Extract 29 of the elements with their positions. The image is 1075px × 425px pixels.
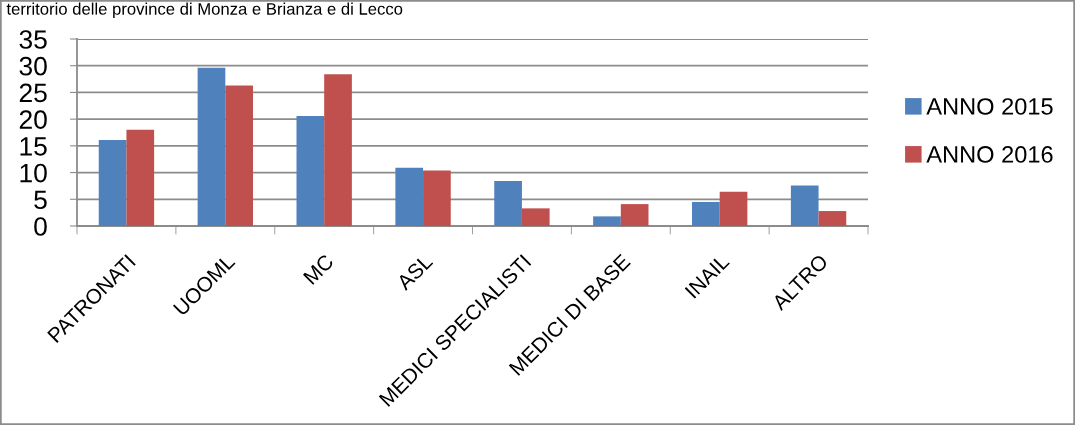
bar [225,85,253,226]
legend-label: ANNO 2015 [926,98,1053,115]
bar [818,211,847,226]
y-tick-label: 30 [19,56,47,76]
y-tick-label: 5 [34,190,47,210]
bar [494,181,522,226]
bar [324,74,352,226]
x-tick-label: ASL [395,253,434,292]
bar [395,167,424,226]
y-tick-label: 0 [34,217,47,236]
y-tick-label: 20 [19,110,47,129]
legend-label: ANNO 2016 [926,146,1053,163]
bar [593,216,621,226]
chart-title: territorio delle province di Monza e Brianza e di Lecco [6,2,403,19]
y-tick-label: 25 [19,83,47,103]
bar [126,129,155,226]
bar [790,185,819,226]
y-tick-label: 35 [19,30,47,49]
bar [98,139,127,226]
x-tick-label: MC [302,253,335,285]
y-tick-label: 15 [20,137,47,156]
bar [620,204,649,226]
bar [719,191,748,226]
y-tick-label: 10 [20,163,47,183]
bar [296,115,325,226]
bar [197,67,226,226]
bar [692,201,720,226]
bar [423,170,451,226]
bar [521,208,550,226]
